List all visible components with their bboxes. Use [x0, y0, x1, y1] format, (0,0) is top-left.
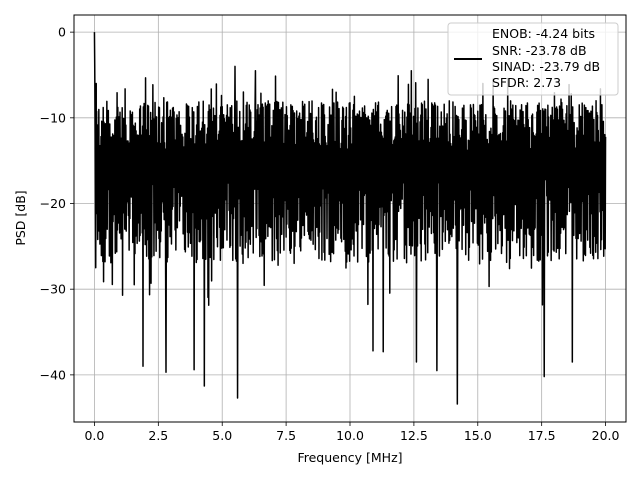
- series-layer: [93, 32, 607, 405]
- x-axis-label: Frequency [MHz]: [297, 450, 402, 465]
- y-tick-label: −30: [40, 282, 66, 297]
- x-tick-label: 12.5: [400, 428, 428, 443]
- legend-line-sfdr: SFDR: 2.73: [492, 75, 561, 90]
- legend-line-snr: SNR: -23.78 dB: [492, 43, 587, 58]
- x-tick-label: 7.5: [276, 428, 296, 443]
- x-tick-label: 10.0: [336, 428, 364, 443]
- x-axis: 0.0 2.5 5.0 7.5 10.0 12.5 15.0 17.5 20.0: [84, 422, 620, 443]
- y-tick-label: 0: [58, 25, 66, 40]
- x-tick-label: 17.5: [528, 428, 556, 443]
- x-tick-label: 5.0: [212, 428, 232, 443]
- legend: ENOB: -4.24 bits SNR: -23.78 dB SINAD: -…: [447, 22, 619, 96]
- x-tick-label: 0.0: [84, 428, 104, 443]
- legend-line-sinad: SINAD: -23.79 dB: [492, 59, 600, 74]
- x-tick-label: 2.5: [148, 428, 168, 443]
- x-tick-label: 20.0: [592, 428, 620, 443]
- psd-series-line: [93, 32, 607, 405]
- y-axis: 0 −10 −20 −30 −40: [40, 25, 74, 382]
- y-tick-label: −10: [40, 110, 66, 125]
- y-tick-label: −20: [40, 196, 66, 211]
- y-tick-label: −40: [40, 367, 66, 382]
- y-axis-label: PSD [dB]: [13, 190, 28, 245]
- x-tick-label: 15.0: [464, 428, 492, 443]
- legend-line-enob: ENOB: -4.24 bits: [492, 26, 595, 41]
- legend-box: [447, 22, 619, 96]
